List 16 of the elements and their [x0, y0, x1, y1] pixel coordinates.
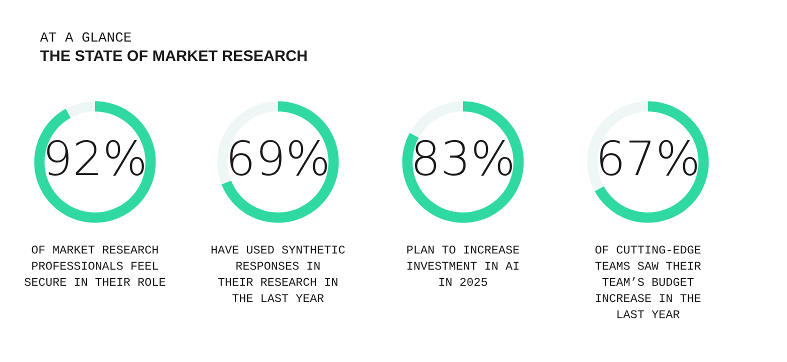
donut-slice — [221, 101, 339, 223]
donut-slice — [66, 101, 95, 118]
data-label: 83% — [414, 140, 512, 176]
donut-slice — [402, 101, 524, 223]
text: OF MARKET RESEARCH PROFESSIONALS FEEL SECURE IN THEIR ROLE — [24, 246, 166, 286]
data-label: 69% — [230, 140, 327, 176]
text: OF CUTTING-EDGE TEAMS SAW THEIR TEAM’S BUDGET INCREASE IN THE LAST YEAR — [595, 246, 701, 318]
data-label: 67% — [600, 140, 697, 176]
donut-slice — [410, 101, 463, 138]
text: HAVE USED SYNTHETIC RESPONSES IN THEIR RESEARCH IN THE LAST YEAR — [212, 246, 345, 302]
donut-slice — [594, 101, 709, 223]
donut-slice — [34, 101, 156, 223]
data-label: 92% — [47, 140, 144, 176]
chart-title: AT A GLANCE — [40, 32, 131, 42]
text: PLAN TO INCREASE INVESTMENT IN AI IN 2025 — [407, 246, 520, 286]
chart-subtitle: THE STATE OF MARKET RESEARCH — [40, 50, 307, 62]
